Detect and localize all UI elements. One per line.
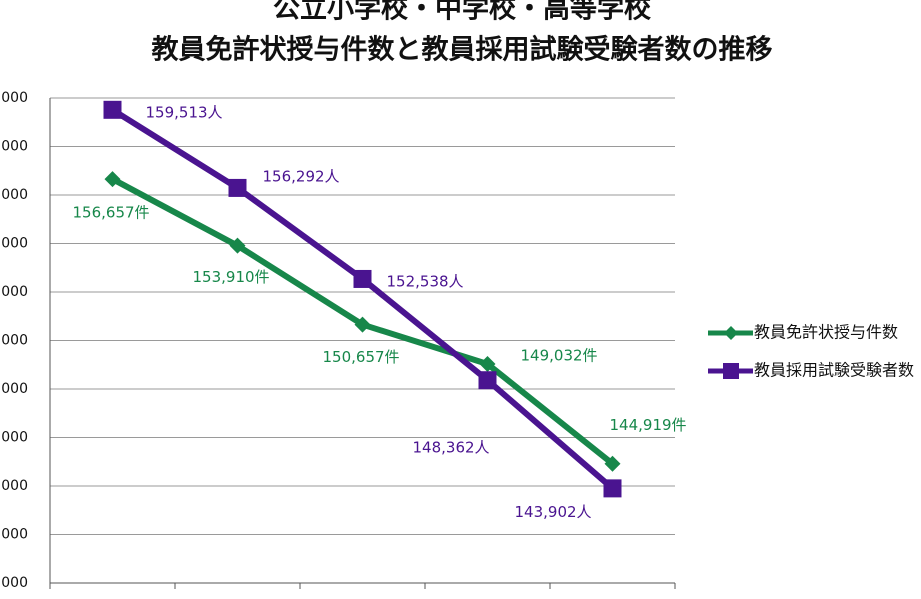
marker: [103, 100, 122, 119]
marker: [354, 316, 371, 333]
marker: [228, 178, 247, 197]
chart-title: 公立小学校・中学校・高等学校: [273, 0, 651, 25]
legend-marker: [723, 363, 739, 379]
data-label: 156,657件: [73, 204, 150, 222]
marker: [603, 479, 622, 498]
marker: [478, 371, 497, 390]
marker: [104, 171, 121, 188]
chart-subtitle: 教員免許状授与件数と教員採用試験受験者数の推移: [152, 34, 773, 66]
data-label: 150,657件: [323, 348, 400, 366]
y-tick-label: 150,000: [0, 333, 28, 349]
legend-label: 教員免許状授与件数: [754, 323, 898, 342]
data-label: 148,362人: [413, 439, 490, 457]
marker: [604, 455, 621, 472]
marker: [353, 269, 372, 288]
marker: [229, 237, 246, 254]
data-label: 159,513人: [146, 103, 223, 121]
y-tick-label: 158,000: [0, 139, 28, 155]
data-label: 152,538人: [387, 272, 464, 290]
y-tick-label: 140,000: [0, 575, 28, 591]
y-tick-label: 160,000: [0, 90, 28, 106]
data-label: 149,032件: [521, 346, 598, 364]
data-label: 144,919件: [610, 416, 687, 434]
y-tick-label: 152,000: [0, 284, 28, 300]
legend-marker: [724, 326, 738, 340]
y-tick-label: 148,000: [0, 381, 28, 397]
y-tick-label: 156,000: [0, 187, 28, 203]
data-label: 156,292人: [263, 167, 340, 185]
legend-label: 教員採用試験受験者数: [754, 361, 914, 380]
series-line: [110, 107, 615, 491]
y-tick-label: 154,000: [0, 236, 28, 252]
marker: [479, 355, 496, 372]
y-tick-label: 144,000: [0, 478, 28, 494]
y-tick-label: 146,000: [0, 430, 28, 446]
data-label: 143,902人: [515, 503, 592, 521]
data-label: 153,910件: [193, 268, 270, 286]
y-tick-label: 142,000: [0, 527, 28, 543]
